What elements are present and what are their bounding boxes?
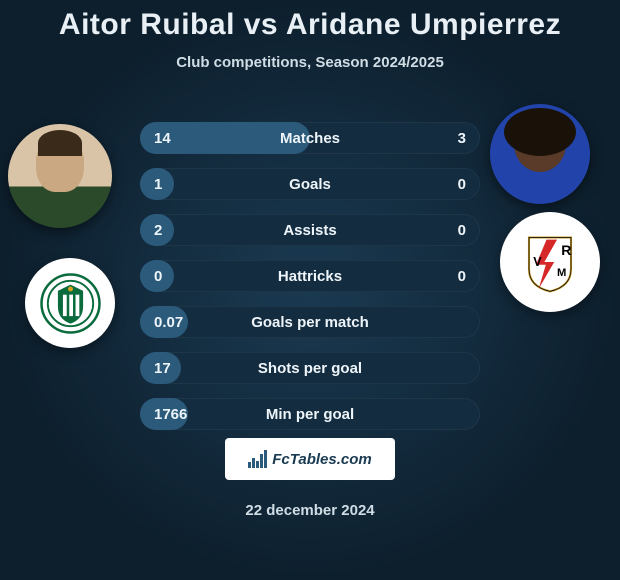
stat-row-goals: 1 Goals 0 — [140, 168, 480, 200]
date-label: 22 december 2024 — [245, 502, 374, 519]
player2-club-badge: R V M — [500, 212, 600, 312]
player2-face-placeholder — [490, 104, 590, 204]
stat-left-value: 0 — [140, 268, 210, 285]
bar-chart-icon — [248, 450, 268, 468]
stat-left-value: 0.07 — [140, 314, 210, 331]
stat-row-matches: 14 Matches 3 — [140, 122, 480, 154]
svg-text:R: R — [561, 242, 571, 258]
svg-text:V: V — [533, 255, 542, 269]
stat-right-value: 0 — [410, 268, 480, 285]
stat-left-value: 17 — [140, 360, 210, 377]
stat-label: Assists — [210, 222, 410, 239]
player1-face-placeholder — [8, 124, 112, 228]
site-logo[interactable]: FcTables.com — [225, 438, 395, 480]
rayo-crest-icon: R V M — [515, 227, 585, 297]
player1-avatar — [8, 124, 112, 228]
stat-left-value: 1 — [140, 176, 210, 193]
page-title: Aitor Ruibal vs Aridane Umpierrez — [0, 0, 620, 42]
stat-left-value: 2 — [140, 222, 210, 239]
stat-row-hattricks: 0 Hattricks 0 — [140, 260, 480, 292]
stat-right-value: 3 — [410, 130, 480, 147]
stat-label: Min per goal — [210, 406, 410, 423]
stat-right-value: 0 — [410, 176, 480, 193]
player2-avatar — [490, 104, 590, 204]
stat-label: Goals per match — [210, 314, 410, 331]
player1-club-badge — [25, 258, 115, 348]
stat-right-value: 0 — [410, 222, 480, 239]
stat-row-spg: 17 Shots per goal — [140, 352, 480, 384]
stat-row-mpg: 1766 Min per goal — [140, 398, 480, 430]
stat-label: Hattricks — [210, 268, 410, 285]
stat-row-assists: 2 Assists 0 — [140, 214, 480, 246]
subtitle: Club competitions, Season 2024/2025 — [0, 54, 620, 71]
stat-label: Shots per goal — [210, 360, 410, 377]
stat-left-value: 14 — [140, 130, 210, 147]
stats-container: 14 Matches 3 1 Goals 0 2 Assists 0 0 Hat… — [140, 122, 480, 444]
stat-row-gpm: 0.07 Goals per match — [140, 306, 480, 338]
svg-text:M: M — [557, 267, 566, 279]
stat-label: Matches — [210, 130, 410, 147]
stat-left-value: 1766 — [140, 406, 210, 423]
stat-label: Goals — [210, 176, 410, 193]
betis-crest-icon — [39, 272, 102, 335]
logo-text: FcTables.com — [272, 451, 371, 468]
